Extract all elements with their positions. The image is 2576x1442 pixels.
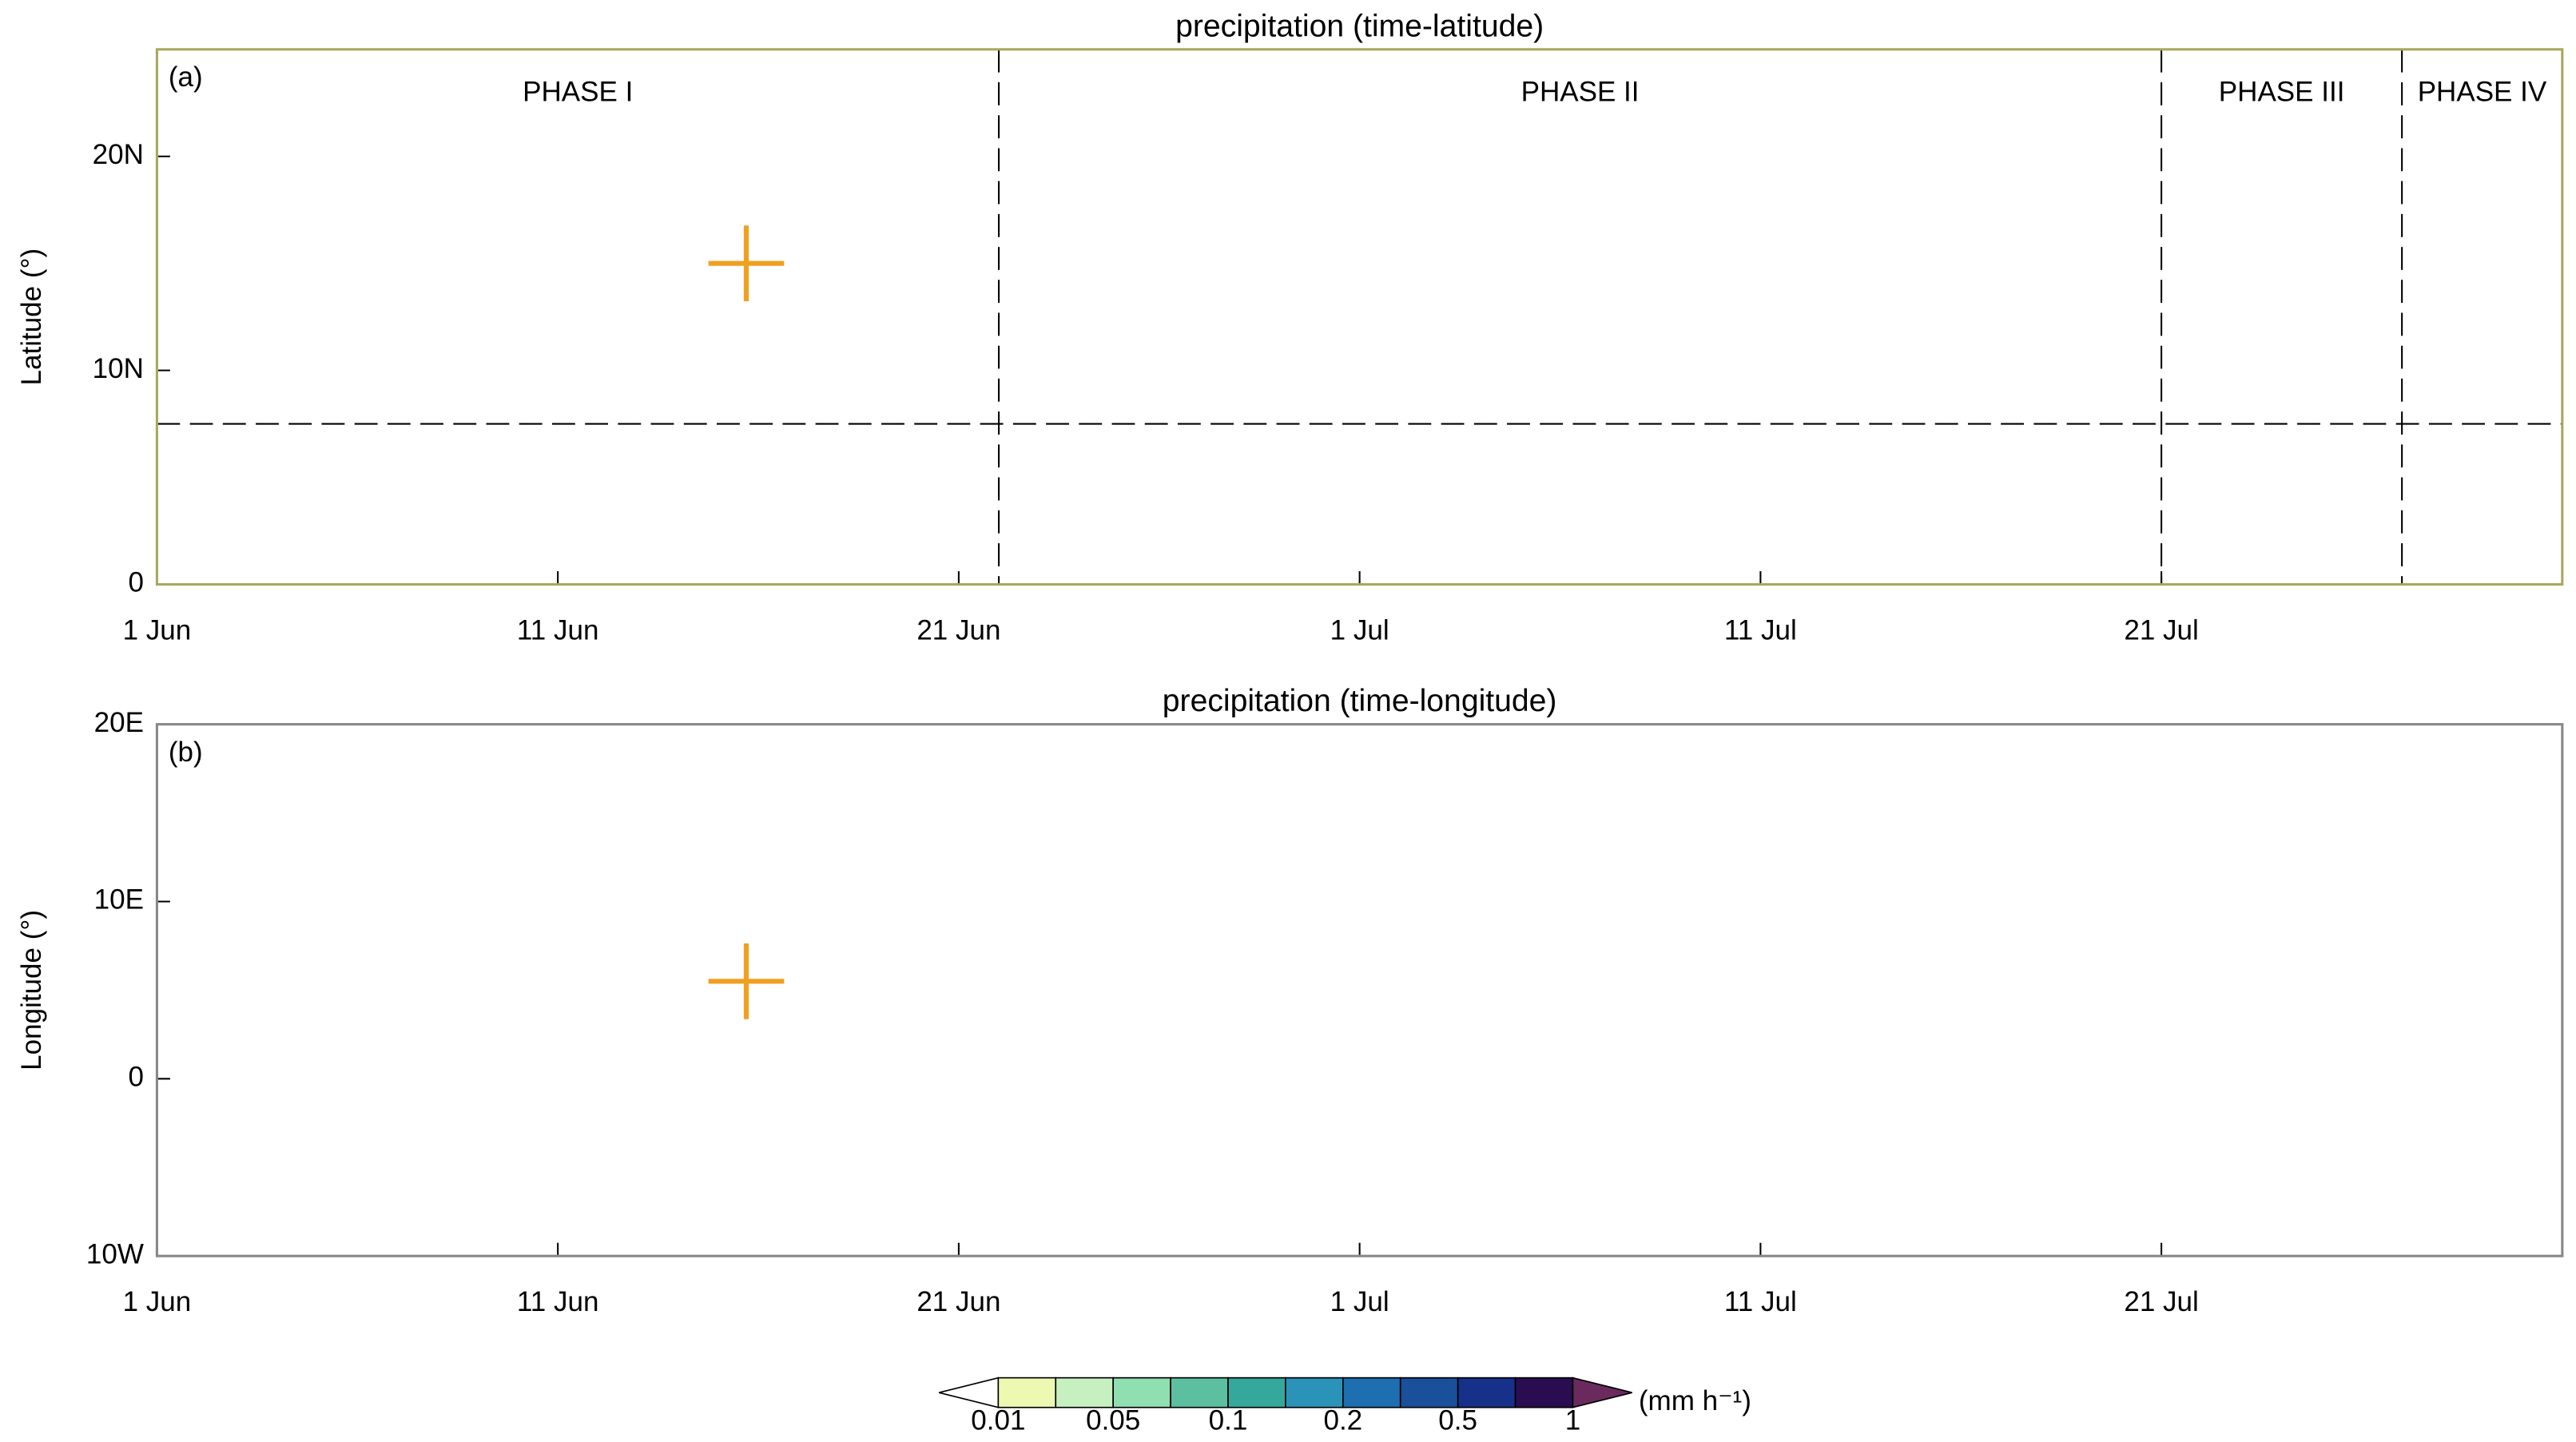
colorbar-box	[997, 1376, 1057, 1408]
x-tick-label: 11 Jul	[1724, 1286, 1797, 1317]
colorbar-box	[1285, 1376, 1344, 1408]
colorbar-label: 0.05	[1086, 1405, 1140, 1436]
colorbar-triangle	[938, 1376, 1000, 1408]
chart-title: precipitation (time-longitude)	[1163, 684, 1557, 718]
colorbar: 0.01 0.05 0.1 0.2 0.5 1 (mm h⁻¹)	[938, 1376, 1751, 1436]
colorbar-unit: (mm h⁻¹)	[1639, 1385, 1751, 1416]
phase-label: PHASE IV	[2418, 77, 2547, 108]
colorbar-box	[1055, 1376, 1114, 1408]
colorbar-triangle	[1572, 1376, 1632, 1408]
y-tick-label: 10W	[86, 1238, 144, 1269]
x-tick-label: 1 Jun	[123, 1286, 192, 1317]
panel-label: (b)	[169, 737, 203, 768]
x-tick-label: 21 Jul	[2124, 614, 2198, 646]
phase-label: PHASE III	[2219, 77, 2345, 108]
x-tick-label: 11 Jun	[517, 614, 599, 646]
colorbar-label: 0.2	[1323, 1405, 1362, 1436]
colorbar-label: 0.5	[1438, 1405, 1477, 1436]
x-tick-label: 11 Jul	[1724, 614, 1797, 646]
chart-title: precipitation (time-latitude)	[1175, 9, 1544, 43]
plot-frame	[155, 48, 2564, 586]
colorbar-label: 0.1	[1209, 1405, 1248, 1436]
y-tick-label: 0	[128, 567, 143, 598]
x-tick-label: 21 Jun	[916, 1286, 1000, 1317]
y-tick-label: 20N	[93, 139, 144, 170]
x-tick-label: 21 Jun	[916, 614, 1000, 646]
y-tick-label: 10N	[93, 353, 144, 384]
colorbar-box	[1170, 1376, 1229, 1408]
phase-label: PHASE I	[523, 77, 633, 108]
colorbar-box	[1227, 1376, 1286, 1408]
plot-frame	[155, 723, 2564, 1257]
y-tick-label: 10E	[94, 884, 144, 916]
y-tick-label: 0	[128, 1062, 143, 1093]
y-axis-label: Longitude (°)	[16, 910, 47, 1071]
colorbar-label: 1	[1565, 1405, 1580, 1436]
y-tick-label: 20E	[94, 707, 144, 738]
x-tick-label: 1 Jul	[1330, 1286, 1389, 1317]
x-tick-label: 1 Jul	[1330, 614, 1389, 646]
x-tick-label: 21 Jul	[2124, 1286, 2198, 1317]
colorbar-box	[1399, 1376, 1459, 1408]
panel-label: (a)	[169, 62, 203, 93]
colorbar-label: 0.01	[971, 1405, 1025, 1436]
x-tick-label: 11 Jun	[517, 1286, 599, 1317]
x-tick-label: 1 Jun	[123, 614, 192, 646]
colorbar-box	[1457, 1376, 1517, 1408]
colorbar-box	[1514, 1376, 1574, 1408]
colorbar-box	[1342, 1376, 1401, 1408]
phase-label: PHASE II	[1521, 77, 1640, 108]
y-axis-label: Latitude (°)	[16, 248, 47, 386]
colorbar-box	[1112, 1376, 1171, 1408]
